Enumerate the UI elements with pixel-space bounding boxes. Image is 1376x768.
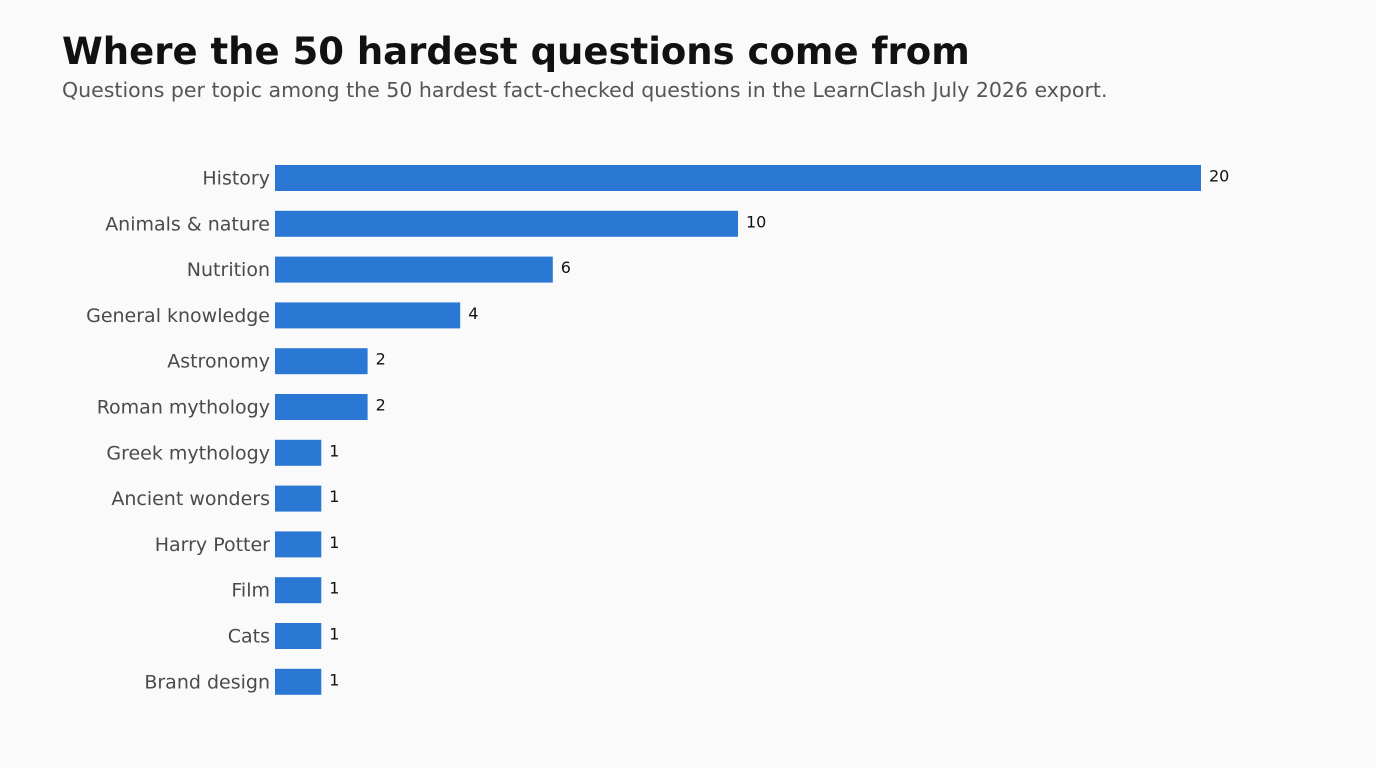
category-label: Brand design	[144, 671, 270, 693]
bar	[275, 348, 368, 375]
category-label: Astronomy	[167, 351, 270, 373]
bar	[275, 668, 322, 695]
bar	[275, 210, 738, 237]
bar	[275, 165, 1201, 191]
value-label: 1	[329, 670, 339, 689]
value-label: 10	[746, 212, 766, 231]
category-label: Harry Potter	[155, 534, 270, 556]
value-label: 1	[329, 533, 339, 552]
value-label: 4	[468, 304, 478, 323]
value-label: 2	[376, 350, 386, 369]
value-label: 1	[329, 579, 339, 598]
bar	[275, 302, 461, 329]
value-label: 2	[376, 396, 386, 415]
category-label: Roman mythology	[97, 397, 270, 419]
bar	[275, 623, 322, 649]
value-label: 1	[329, 487, 339, 506]
category-label: Nutrition	[187, 259, 270, 281]
bar	[275, 531, 322, 558]
bar	[275, 394, 368, 420]
value-label: 6	[561, 258, 571, 277]
category-label: History	[202, 168, 270, 190]
category-label: General knowledge	[86, 305, 270, 327]
chart-title: Where the 50 hardest questions come from	[62, 30, 970, 73]
category-label: Ancient wonders	[111, 488, 270, 510]
category-label: Cats	[228, 626, 270, 648]
bar	[275, 485, 322, 512]
value-label: 1	[329, 441, 339, 460]
category-label: Animals & nature	[105, 213, 270, 235]
category-label: Film	[231, 580, 270, 602]
bar	[275, 256, 553, 283]
category-label: Greek mythology	[106, 442, 270, 464]
value-label: 1	[329, 625, 339, 644]
chart-subtitle: Questions per topic among the 50 hardest…	[62, 78, 1107, 102]
bar	[275, 439, 322, 466]
bar	[275, 577, 322, 604]
value-label: 20	[1209, 167, 1229, 186]
